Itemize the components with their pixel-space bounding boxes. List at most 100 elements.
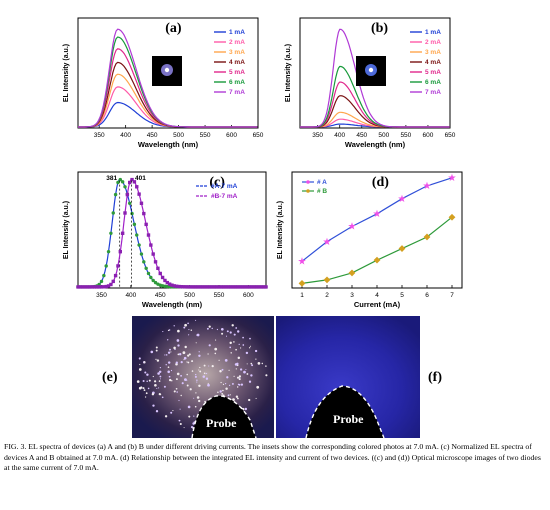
emission-speck [188, 415, 191, 418]
x-tick-label: 450 [356, 132, 367, 139]
emission-speck [158, 387, 160, 389]
series-point [111, 211, 115, 215]
series-point [229, 285, 233, 289]
probe-label-a: Probe [206, 416, 237, 430]
series-point [92, 285, 97, 289]
series-point [128, 180, 132, 185]
x-axis-label: Wavelength (nm) [142, 300, 203, 309]
figure-canvas: 350 400 450 500 550 600 650 Wavelength (nm) EL I… [63, 17, 463, 309]
x-tick-label: 1 [300, 292, 304, 299]
emission-speck [183, 359, 185, 361]
emission-speck [235, 348, 237, 351]
emission-speck [198, 354, 201, 357]
emission-speck [156, 359, 160, 362]
series-point [76, 285, 80, 289]
legend-marker [306, 180, 310, 184]
emission-speck [208, 344, 211, 347]
x-tick-label: 400 [125, 292, 136, 299]
micrograph-b-image [276, 316, 420, 438]
emission-speck [199, 366, 201, 369]
series-point [238, 285, 242, 289]
legend-entry: # A [317, 179, 327, 186]
emission-speck [155, 410, 159, 413]
emission-speck [173, 346, 176, 350]
series-point [182, 285, 186, 289]
emission-speck [158, 380, 161, 382]
emission-speck [202, 375, 206, 378]
series-point [123, 211, 127, 215]
x-tick-label: 650 [445, 132, 456, 139]
series-point [83, 285, 87, 289]
series-point [179, 285, 184, 289]
emission-speck [221, 368, 224, 371]
emission-speck [199, 370, 202, 373]
series-point [205, 285, 209, 289]
emission-speck [254, 349, 258, 353]
emission-speck [142, 387, 145, 390]
emission-speck [255, 358, 257, 360]
x-tick-label: 500 [378, 132, 389, 139]
series-point [177, 284, 181, 289]
series-point [198, 285, 202, 289]
series-point [78, 285, 83, 289]
emission-speck [261, 362, 264, 365]
emission-speck [155, 349, 158, 352]
series-point [423, 233, 431, 241]
figure-caption: FIG. 3. EL spectra of devices (a) A and … [4, 442, 541, 472]
emission-speck [207, 383, 210, 387]
series-point [99, 279, 104, 284]
emission-speck [156, 387, 158, 390]
emission-speck [225, 383, 227, 385]
series-point [200, 285, 205, 289]
emission-speck [217, 391, 219, 394]
emission-speck [238, 375, 242, 378]
emission-speck [232, 398, 235, 401]
legend-entry: 2 mA [425, 39, 441, 46]
emission-speck [145, 392, 148, 395]
emission-speck [175, 378, 178, 381]
emission-speck [179, 353, 182, 356]
emission-speck [170, 351, 172, 353]
series-point [226, 285, 231, 289]
emission-speck [191, 360, 194, 363]
series-point [158, 271, 162, 276]
emission-speck [183, 326, 186, 329]
emission-speck [189, 388, 192, 391]
panel-label-f: (f) [428, 370, 442, 385]
series-point [348, 269, 356, 277]
x-tick-label: 500 [173, 132, 184, 139]
emission-speck [144, 396, 147, 398]
series-point [130, 211, 134, 216]
emission-speck [251, 364, 254, 367]
series-point [116, 264, 120, 268]
emission-speck [240, 383, 244, 386]
emission-speck [257, 362, 261, 365]
series-point [120, 180, 125, 184]
series-point [99, 285, 104, 289]
emission-speck [172, 410, 174, 412]
emission-speck [198, 399, 201, 403]
emission-speck [167, 370, 170, 374]
series-point [224, 285, 228, 289]
emission-speck [190, 329, 193, 332]
emission-speck [256, 385, 260, 389]
emission-speck [164, 354, 166, 356]
emission-speck [175, 361, 178, 364]
emission-speck [144, 371, 147, 374]
series-point [236, 285, 240, 289]
series-point [102, 285, 106, 289]
micrograph-row: (e) (f) Probe Probe [88, 316, 460, 438]
emission-speck [235, 327, 238, 329]
series-point [240, 285, 245, 289]
peak-annotation: 381 [106, 175, 117, 182]
emission-speck [211, 365, 214, 368]
series-point [88, 285, 92, 289]
series-point [257, 285, 261, 289]
emission-speck [147, 387, 150, 390]
emission-speck [177, 353, 180, 356]
emission-speck [171, 380, 173, 382]
emission-speck [224, 359, 228, 362]
series-point [109, 231, 113, 235]
emission-speck [195, 392, 197, 394]
emission-speck [196, 379, 198, 381]
